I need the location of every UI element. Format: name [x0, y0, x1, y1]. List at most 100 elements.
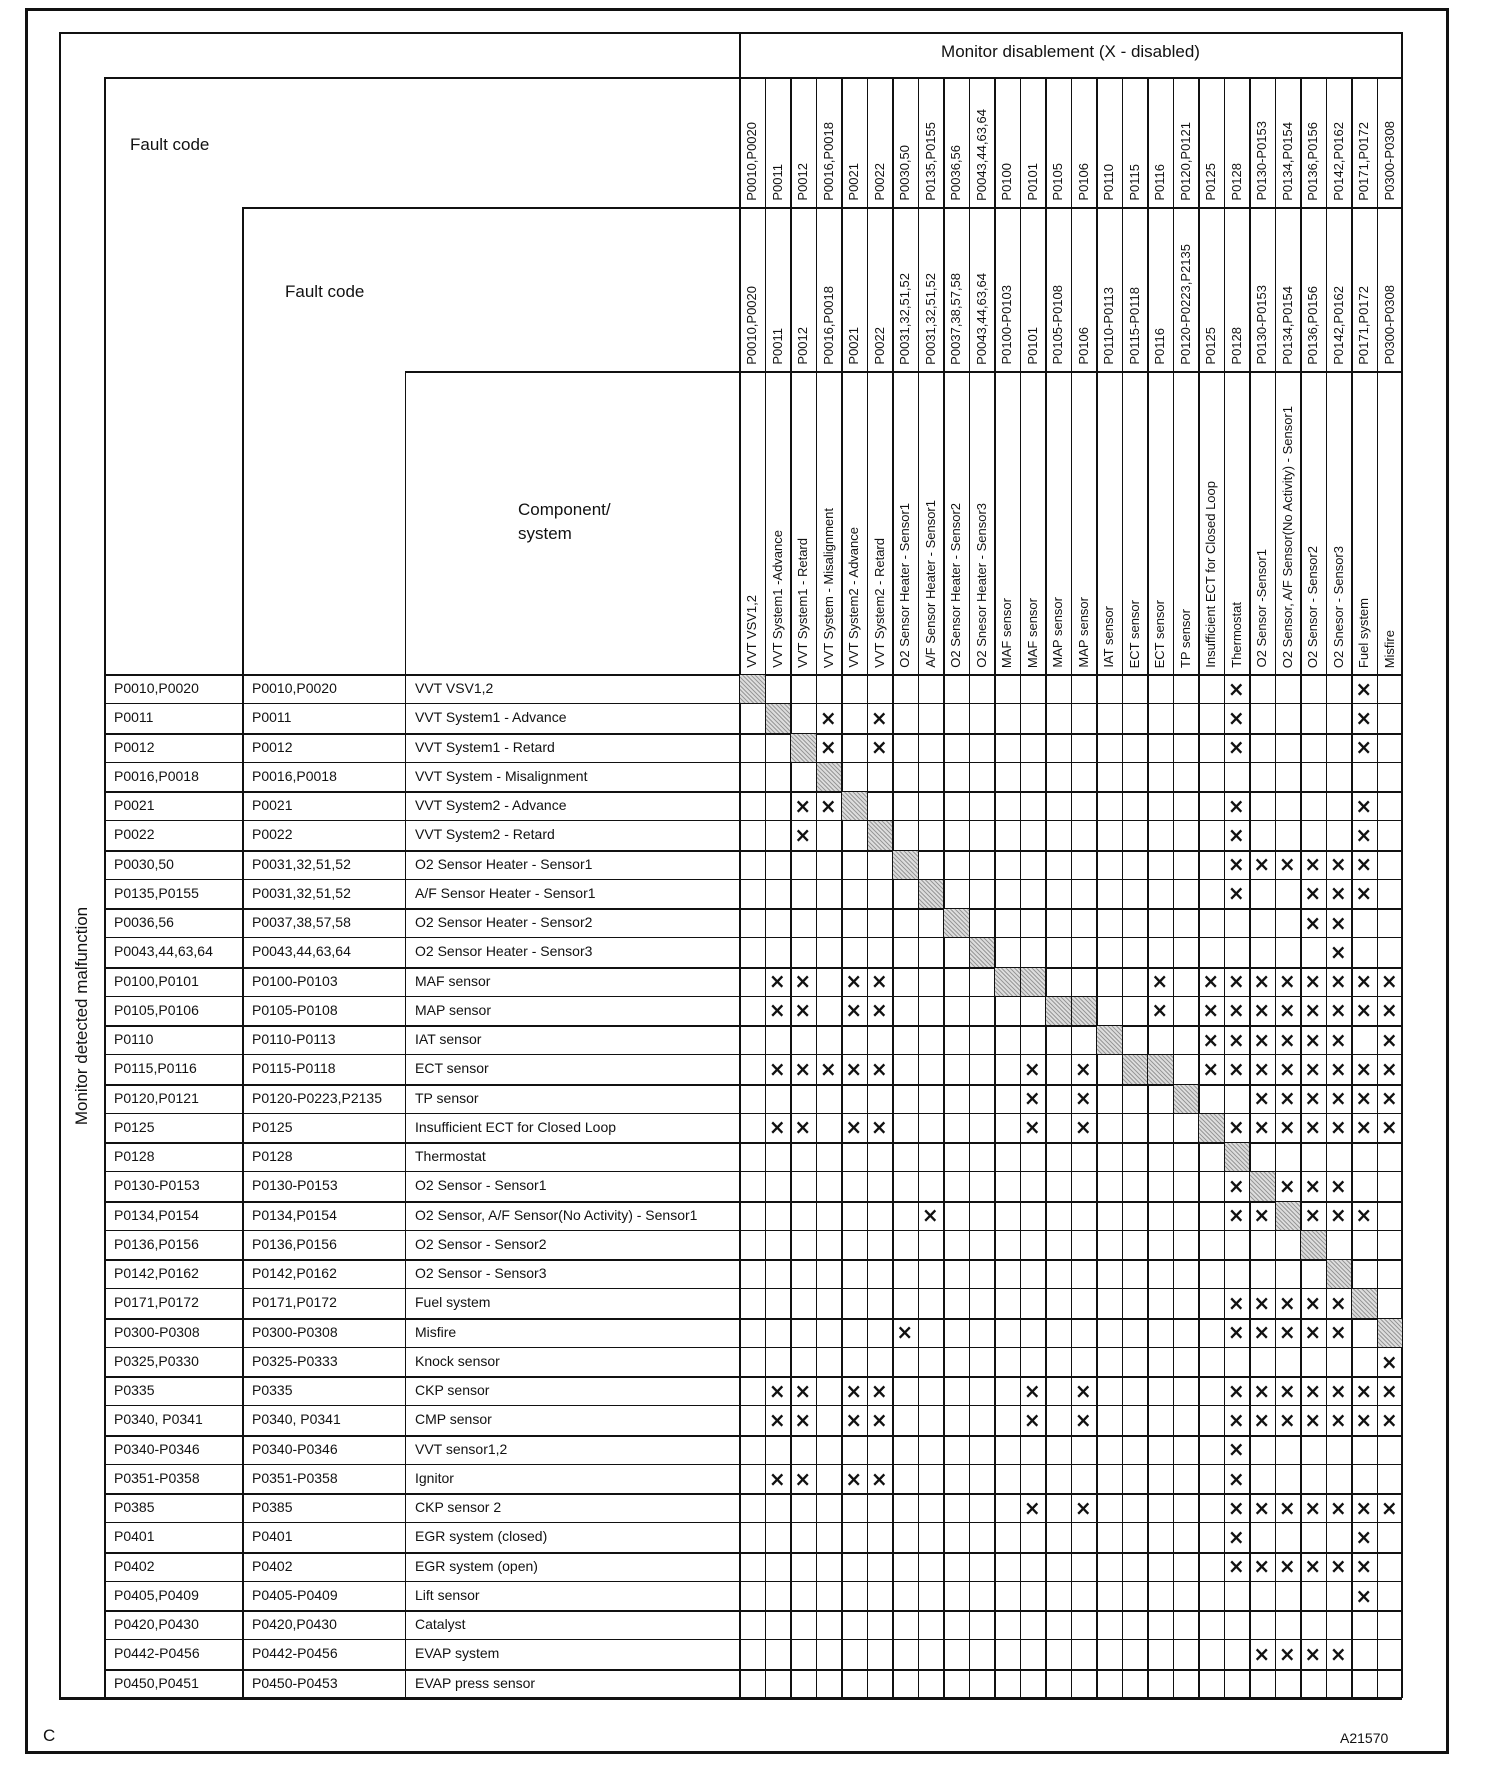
column-code-header: P0125	[1198, 77, 1224, 205]
self-monitor-shaded-cell	[1250, 1172, 1275, 1201]
row-fault-code: P0300-P0308	[114, 1323, 200, 1340]
disabled-x-mark: ×	[1227, 1466, 1245, 1491]
disabled-x-mark: ×	[1227, 793, 1245, 818]
disabled-x-mark: ×	[1278, 1056, 1296, 1081]
column-header-text: P0120,P0121	[1177, 122, 1193, 201]
row-fault-code-2: P0100-P0103	[252, 972, 338, 989]
header-divider	[242, 207, 244, 1698]
disabled-x-mark: ×	[819, 735, 837, 760]
disabled-x-mark: ×	[870, 998, 888, 1023]
row-fault-code-2: P0021	[252, 797, 293, 814]
disabled-x-mark: ×	[794, 793, 812, 818]
row-component: O2 Sensor Heater - Sensor1	[415, 855, 593, 872]
column-header-text: P0022	[871, 163, 887, 201]
column-code2-header: P0142,P0162	[1326, 207, 1352, 369]
disabled-x-mark: ×	[845, 1056, 863, 1081]
column-code-header: P0021	[841, 77, 867, 205]
row-fault-code-2: P0300-P0308	[252, 1323, 338, 1340]
column-header-text: P0021	[846, 163, 862, 201]
disabled-x-mark: ×	[1355, 676, 1373, 701]
disabled-x-mark: ×	[768, 998, 786, 1023]
self-monitor-shaded-cell	[791, 733, 816, 762]
column-header-text: MAP sensor	[1050, 597, 1066, 668]
disabled-x-mark: ×	[1329, 1554, 1347, 1579]
column-component-header: VVT System1 - Retard	[790, 371, 816, 672]
self-monitor-shaded-cell	[944, 909, 969, 938]
column-code-header: P0171,P0172	[1351, 77, 1377, 205]
column-header-text: P0142,P0162	[1330, 286, 1346, 365]
column-header-text: P0106	[1075, 327, 1091, 365]
disabled-x-mark: ×	[794, 1115, 812, 1140]
disabled-x-mark: ×	[1355, 1378, 1373, 1403]
disabled-x-mark: ×	[1304, 969, 1322, 994]
disabled-x-mark: ×	[1074, 1056, 1092, 1081]
column-code2-header: P0021	[841, 207, 867, 369]
column-code2-header: P0134,P0154	[1275, 207, 1301, 369]
column-header-text: TP sensor	[1177, 608, 1193, 668]
column-line	[1351, 77, 1353, 1698]
column-header-text: Misfire	[1381, 629, 1397, 668]
disabled-x-mark: ×	[1023, 1056, 1041, 1081]
monitor-detected-malfunction-label: Monitor detected malfunction	[72, 906, 91, 1126]
disabled-x-mark: ×	[1329, 1056, 1347, 1081]
self-monitor-shaded-cell	[765, 704, 790, 733]
monitor-disablement-title: Monitor disablement (X - disabled)	[941, 42, 1200, 61]
figure-id: A21570	[1340, 1730, 1389, 1746]
column-header-text: P0116	[1152, 328, 1168, 365]
row-line	[104, 1288, 1402, 1290]
row-line	[104, 966, 1402, 969]
self-monitor-shaded-cell	[1377, 1318, 1402, 1347]
row-line	[104, 791, 1402, 794]
column-code2-header: P0128	[1224, 207, 1250, 369]
column-header-text: P0125	[1203, 163, 1219, 201]
disabled-x-mark: ×	[921, 1203, 939, 1228]
component-header-line1: Component/	[518, 500, 611, 519]
column-line	[968, 77, 970, 1698]
row-line	[104, 937, 1402, 939]
column-code2-header: P0120-P0223,P2135	[1173, 207, 1199, 369]
row-component: O2 Sensor - Sensor2	[415, 1235, 547, 1252]
column-component-header: O2 Snesor - Sensor3	[1326, 371, 1352, 672]
row-fault-code: P0340, P0341	[114, 1411, 203, 1428]
column-line	[1172, 77, 1174, 1698]
column-code2-header: P0031,32,51,52	[892, 207, 918, 369]
row-fault-code: P0130-P0153	[114, 1177, 200, 1194]
column-line	[1121, 77, 1123, 1698]
disabled-x-mark: ×	[870, 705, 888, 730]
disabled-x-mark: ×	[1202, 998, 1220, 1023]
column-header-text: P0300-P0308	[1381, 121, 1397, 201]
disabled-x-mark: ×	[845, 1466, 863, 1491]
column-header-text: P0171,P0172	[1356, 122, 1372, 201]
disabled-x-mark: ×	[1227, 1173, 1245, 1198]
disabled-x-mark: ×	[1227, 676, 1245, 701]
disabled-x-mark: ×	[1227, 1525, 1245, 1550]
column-code-header: P0016,P0018	[816, 77, 842, 205]
self-monitor-shaded-cell	[816, 762, 841, 792]
column-code2-header: P0031,32,51,52	[918, 207, 944, 369]
disabled-x-mark: ×	[1253, 1056, 1271, 1081]
self-monitor-shaded-cell	[740, 675, 765, 704]
disabled-x-mark: ×	[1329, 1115, 1347, 1140]
row-fault-code-2: P0043,44,63,64	[252, 943, 351, 960]
disabled-x-mark: ×	[1227, 1495, 1245, 1520]
disabled-x-mark: ×	[768, 1378, 786, 1403]
disabled-x-mark: ×	[1329, 910, 1347, 935]
row-fault-code-2: P0012	[252, 738, 293, 755]
self-monitor-shaded-cell	[1148, 1055, 1173, 1084]
row-line	[104, 908, 1402, 911]
column-header-text: P0142,P0162	[1330, 122, 1346, 201]
disabled-x-mark: ×	[1227, 1203, 1245, 1228]
disabled-x-mark: ×	[1227, 1554, 1245, 1579]
self-monitor-shaded-cell	[1224, 1143, 1249, 1172]
row-component: VVT System2 - Retard	[415, 826, 555, 843]
row-fault-code: P0043,44,63,64	[114, 943, 213, 960]
disabled-x-mark: ×	[794, 1056, 812, 1081]
column-component-header: ECT sensor	[1147, 371, 1173, 672]
column-code2-header: P0116	[1147, 207, 1173, 369]
self-monitor-shaded-cell	[995, 967, 1020, 996]
disabled-x-mark: ×	[870, 1056, 888, 1081]
row-fault-code: P0125	[114, 1118, 155, 1135]
column-header-text: P0110	[1101, 164, 1117, 201]
disabled-x-mark: ×	[1304, 1495, 1322, 1520]
column-component-header: IAT sensor	[1096, 371, 1122, 672]
